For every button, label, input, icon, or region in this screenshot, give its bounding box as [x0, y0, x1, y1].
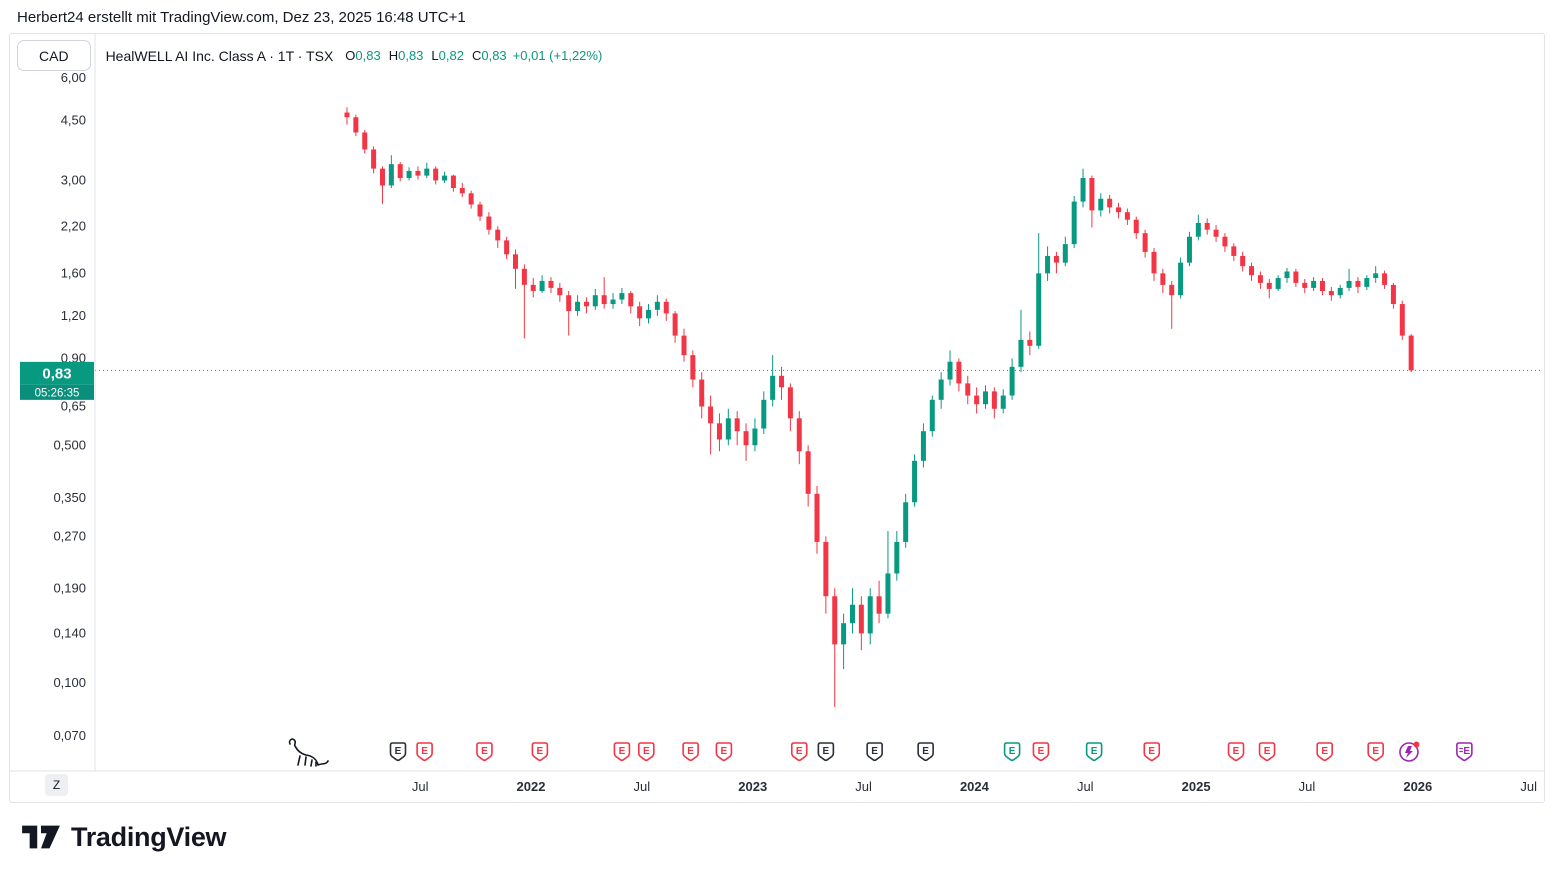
- svg-text:4,50: 4,50: [61, 113, 86, 128]
- svg-text:E: E: [643, 746, 650, 757]
- svg-text:0,350: 0,350: [53, 490, 86, 505]
- price-axis[interactable]: 6,00 4,50 3,00 2,20 1,60 1,20 0,90 0,65 0,500 0,3…: [53, 70, 86, 743]
- svg-text:E: E: [1233, 746, 1240, 757]
- svg-text:0,90: 0,90: [61, 350, 86, 365]
- candlestick-series: [344, 107, 1414, 708]
- svg-text:E: E: [1321, 746, 1328, 757]
- svg-text:E: E: [922, 746, 929, 757]
- svg-text:Jul: Jul: [855, 779, 872, 794]
- symbol-title[interactable]: HealWELL AI Inc. Class A · 1T · TSX: [105, 47, 334, 64]
- footer: TradingView: [20, 820, 227, 854]
- earnings-icon: E: [1143, 742, 1161, 762]
- svg-text:E: E: [1091, 746, 1098, 757]
- earnings-icon: E: [682, 742, 699, 762]
- svg-text:2023: 2023: [738, 779, 767, 794]
- tradingview-logo-text[interactable]: TradingView: [71, 821, 227, 852]
- svg-text:0,190: 0,190: [53, 580, 86, 595]
- chart-legend: CAD HealWELL AI Inc. Class A · 1T · TSX …: [17, 40, 602, 71]
- earnings-icon: E: [1367, 742, 1384, 762]
- close-value: 0,83: [481, 48, 507, 63]
- low-value: 0,82: [438, 48, 464, 63]
- svg-text:E: E: [421, 746, 428, 757]
- svg-text:E: E: [1009, 746, 1016, 757]
- svg-text:E: E: [537, 746, 544, 757]
- earnings-icon: E: [416, 742, 433, 762]
- svg-text:E: E: [619, 746, 626, 757]
- svg-text:2,20: 2,20: [61, 218, 86, 233]
- svg-text:Jul: Jul: [634, 779, 651, 794]
- svg-text:E: E: [721, 746, 728, 757]
- open-value: 0,83: [355, 48, 381, 63]
- svg-text:0,83: 0,83: [42, 365, 71, 382]
- ohlc-values: O 0,83 H 0,83 L 0,82 C 0,83 +0,01 (+1,22%): [337, 48, 602, 63]
- svg-text:Jul: Jul: [1299, 779, 1316, 794]
- svg-text:0,100: 0,100: [53, 675, 86, 690]
- earnings-icon: E: [917, 742, 934, 762]
- chart-widget: CAD HealWELL AI Inc. Class A · 1T · TSX …: [9, 33, 1545, 803]
- svg-text:Jul: Jul: [1520, 779, 1537, 794]
- attribution-text: Herbert24 erstellt mit TradingView.com, …: [17, 9, 466, 26]
- earnings-icon: E: [476, 742, 493, 762]
- svg-text:E: E: [1148, 746, 1155, 757]
- zoom-reset-button[interactable]: Z: [45, 774, 68, 796]
- svg-text:Jul: Jul: [412, 779, 429, 794]
- earnings-icon: E: [613, 742, 631, 762]
- tradingview-logo-icon[interactable]: [20, 820, 62, 854]
- svg-text:1,20: 1,20: [61, 308, 86, 323]
- earnings-icon: E: [817, 742, 835, 762]
- svg-text:E: E: [1264, 746, 1271, 757]
- high-label: H: [388, 48, 399, 63]
- earnings-icon: E: [1032, 742, 1050, 762]
- change-value: +0,01 (+1,22%): [512, 48, 603, 63]
- svg-text:6,00: 6,00: [61, 70, 86, 85]
- svg-text:E: E: [687, 746, 694, 757]
- svg-text:E: E: [1372, 746, 1379, 757]
- svg-text:E: E: [1463, 746, 1470, 757]
- lightning-event-icon: [1399, 741, 1420, 762]
- svg-text:2022: 2022: [517, 779, 546, 794]
- future-earnings-icon: E: [1456, 742, 1473, 762]
- earnings-icon: E: [715, 742, 733, 762]
- earnings-icon: E: [790, 742, 808, 762]
- svg-text:2026: 2026: [1403, 779, 1432, 794]
- svg-text:2025: 2025: [1182, 779, 1211, 794]
- svg-text:E: E: [1038, 746, 1045, 757]
- earnings-icon: E: [531, 742, 549, 762]
- svg-text:05:26:35: 05:26:35: [35, 387, 80, 399]
- svg-text:E: E: [395, 746, 402, 757]
- close-label: C: [471, 48, 482, 63]
- low-label: L: [431, 48, 439, 63]
- earnings-icon: E: [1227, 742, 1245, 762]
- svg-text:Jul: Jul: [1077, 779, 1094, 794]
- earnings-icon: E: [637, 742, 655, 762]
- svg-text:0,65: 0,65: [61, 398, 86, 413]
- time-axis[interactable]: Jul 2022 Jul 2023 Jul 2024 Jul 2025 Jul 2026 Jul: [412, 779, 1537, 794]
- svg-text:0,070: 0,070: [53, 728, 86, 743]
- svg-text:0,500: 0,500: [53, 437, 86, 452]
- dino-doodle-icon[interactable]: [288, 738, 329, 767]
- high-value: 0,83: [398, 48, 424, 63]
- earnings-icon: E: [1316, 742, 1333, 762]
- svg-text:1,60: 1,60: [61, 265, 86, 280]
- svg-text:2024: 2024: [960, 779, 990, 794]
- svg-text:0,140: 0,140: [53, 625, 86, 640]
- earnings-icon: E: [866, 742, 883, 762]
- currency-button[interactable]: CAD: [17, 40, 91, 71]
- earnings-icon: E: [1258, 742, 1276, 762]
- last-price-badge: 0,83 05:26:35: [20, 361, 94, 400]
- svg-text:3,00: 3,00: [61, 172, 86, 187]
- price-chart[interactable]: 6,00 4,50 3,00 2,20 1,60 1,20 0,90 0,65 0,500 0,3…: [10, 34, 1544, 802]
- earnings-icon: E: [1003, 742, 1021, 762]
- svg-text:E: E: [796, 746, 803, 757]
- svg-text:E: E: [481, 746, 488, 757]
- svg-text:E: E: [823, 746, 830, 757]
- svg-text:E: E: [871, 746, 878, 757]
- earnings-icon: E: [1085, 742, 1103, 762]
- svg-text:0,270: 0,270: [53, 528, 86, 543]
- earnings-icon: E: [389, 742, 407, 762]
- open-label: O: [345, 48, 356, 63]
